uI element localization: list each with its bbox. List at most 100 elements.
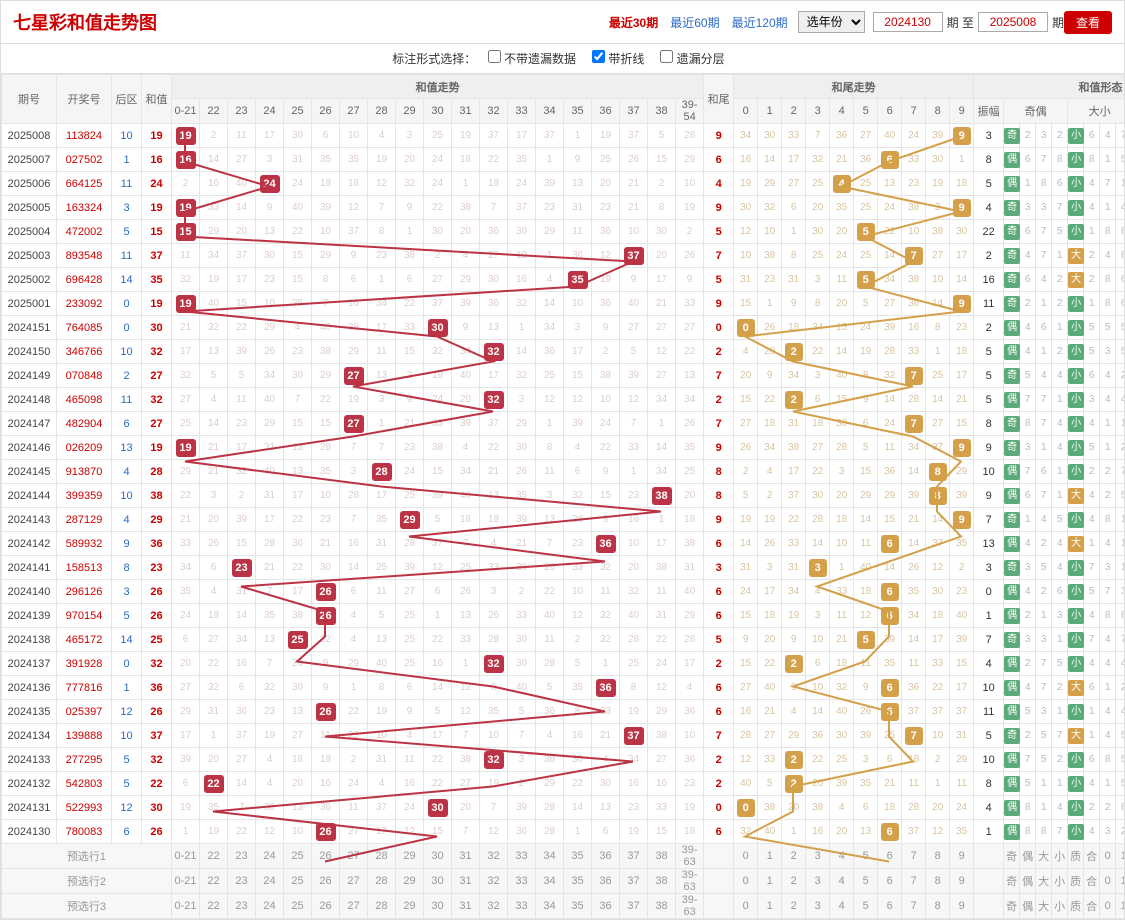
cell: 5	[974, 340, 1004, 364]
cell: 28	[256, 532, 284, 556]
cell: 13	[284, 460, 312, 484]
period-link[interactable]: 最近30期	[609, 16, 658, 30]
filter-option[interactable]: 不带遗漏数据	[488, 52, 576, 66]
cell: 1	[452, 172, 480, 196]
cell: 4	[974, 196, 1004, 220]
table-row: 2024150346766103217133926233829111532343…	[2, 340, 1125, 364]
hit-marker: 7	[905, 247, 923, 265]
cell: 2	[782, 340, 806, 364]
cell: 27	[142, 364, 172, 388]
cell: 4	[734, 340, 758, 364]
cell: 472002	[57, 220, 112, 244]
hit-marker: 7	[905, 367, 923, 385]
table-row: 2024151764085030213222294403817333091313…	[2, 316, 1125, 340]
cell: 17	[172, 340, 200, 364]
cell: 1	[1036, 604, 1052, 628]
cell: 27	[172, 676, 200, 700]
cell: 11	[830, 604, 854, 628]
view-button[interactable]: 查看	[1064, 11, 1112, 34]
cell: 13	[536, 508, 564, 532]
from-issue[interactable]	[873, 12, 943, 32]
cell: 4	[1020, 316, 1036, 340]
period-link[interactable]: 最近60期	[670, 16, 719, 30]
cell: 38	[902, 196, 926, 220]
cell: 4	[1084, 172, 1100, 196]
cell: 7	[1084, 556, 1100, 580]
filter-checkbox[interactable]	[488, 50, 501, 63]
cell: 8	[1020, 820, 1036, 844]
cell: 9	[620, 268, 648, 292]
cell: 4	[1100, 628, 1116, 652]
table-row: 2024148465098113227411407221939242032312…	[2, 388, 1125, 412]
filter-option[interactable]: 遗漏分层	[660, 52, 724, 66]
hit-marker: 19	[176, 295, 196, 313]
header-cell: 3	[806, 99, 830, 124]
cell: 36	[676, 748, 704, 772]
cell: 8	[1116, 796, 1124, 820]
cell: 33	[396, 316, 424, 340]
cell: 37	[620, 724, 648, 748]
cell: 2025001	[2, 292, 57, 316]
cell: 30	[758, 124, 782, 148]
cell: 34	[368, 292, 396, 316]
cell: 8	[1036, 820, 1052, 844]
cell: 19	[172, 796, 200, 820]
cell: 21	[592, 724, 620, 748]
cell: 4	[704, 172, 734, 196]
header-cell: 28	[368, 99, 396, 124]
cell: 2024141	[2, 556, 57, 580]
cell: 5	[704, 220, 734, 244]
cell: 10	[112, 124, 142, 148]
cell: 14	[926, 508, 950, 532]
cell: 小	[1068, 700, 1084, 724]
cell: 3	[256, 148, 284, 172]
table-row: 2024135025397122629313623132622199512355…	[2, 700, 1125, 724]
cell: 13	[284, 700, 312, 724]
period-link[interactable]: 最近120期	[732, 16, 788, 30]
preselect-row[interactable]: 预选行10-2122232425262728293031323334353637…	[2, 844, 1125, 869]
cell: 2024135	[2, 700, 57, 724]
cell: 7	[902, 244, 926, 268]
hit-marker: 29	[400, 511, 420, 529]
cell: 8	[1100, 220, 1116, 244]
cell: 7	[480, 196, 508, 220]
filter-label: 标注形式选择：	[392, 52, 476, 66]
cell: 14	[878, 556, 902, 580]
cell: 29	[200, 220, 228, 244]
cell: 1	[396, 220, 424, 244]
cell: 2024149	[2, 364, 57, 388]
cell: 6	[1052, 172, 1068, 196]
cell: 4	[340, 628, 368, 652]
cell: 20	[830, 292, 854, 316]
cell: 36	[592, 220, 620, 244]
preselect-row[interactable]: 预选行20-2122232425262728293031323334353637…	[2, 869, 1125, 894]
cell: 7	[508, 724, 536, 748]
cell: 33	[830, 580, 854, 604]
cell: 5	[424, 508, 452, 532]
cell: 39	[228, 508, 256, 532]
cell: 20	[806, 772, 830, 796]
cell: 25	[926, 364, 950, 388]
year-select[interactable]: 选年份	[798, 11, 865, 33]
hit-marker: 32	[484, 391, 504, 409]
cell: 11	[974, 700, 1004, 724]
cell: 37	[142, 244, 172, 268]
cell: 35	[676, 436, 704, 460]
cell: 20	[452, 796, 480, 820]
filter-option[interactable]: 带折线	[592, 52, 644, 66]
filter-checkbox[interactable]	[660, 50, 673, 63]
cell: 4	[1100, 724, 1116, 748]
filter-checkbox[interactable]	[592, 50, 605, 63]
cell: 4	[1100, 532, 1116, 556]
cell: 22	[564, 772, 592, 796]
cell: 30	[592, 772, 620, 796]
cell: 21	[902, 508, 926, 532]
to-issue[interactable]	[978, 12, 1048, 32]
cell: 9	[396, 700, 424, 724]
cell: 19	[620, 700, 648, 724]
hit-marker: 26	[316, 703, 336, 721]
cell: 17	[368, 484, 396, 508]
cell: 1	[758, 292, 782, 316]
cell: 27	[648, 748, 676, 772]
cell: 2	[228, 484, 256, 508]
